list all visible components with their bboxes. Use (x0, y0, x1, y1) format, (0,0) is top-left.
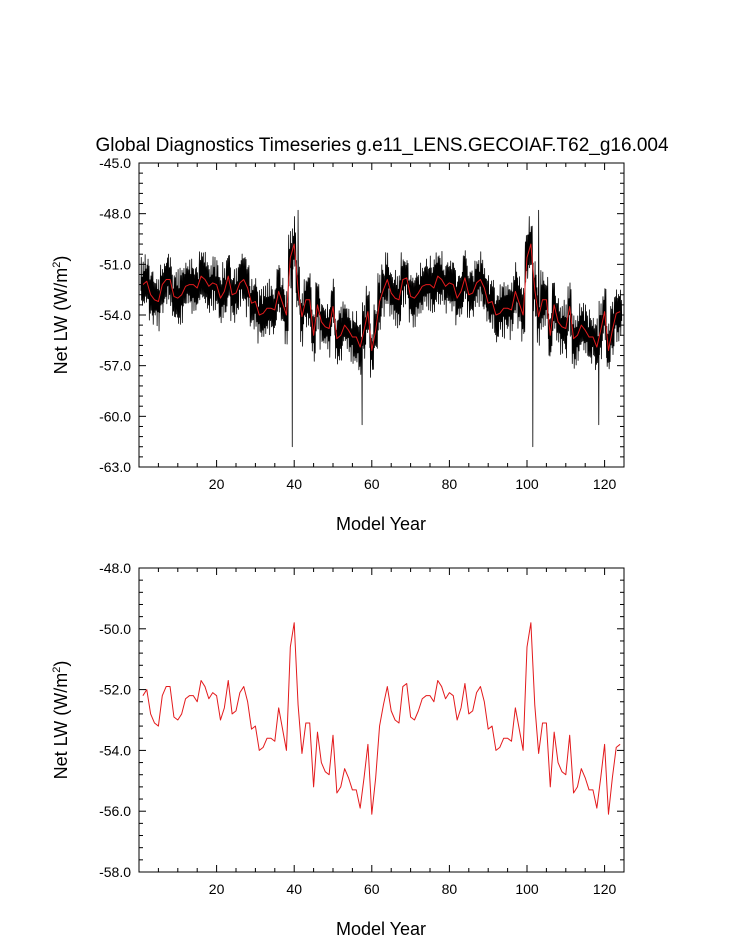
top-y-axis-title: Net LW (W/m2) (51, 256, 71, 375)
top-panel: 20 40 60 80 100 120 -45.0 -48.0 -51.0 -54.0 -57.0 -… (51, 155, 625, 534)
bottom-ticks-group: 20 40 60 80 100 120 -48.0 -50.0 -52.0 -54.0 -56.0 -… (99, 560, 624, 897)
top-y-tick-label: -63.0 (99, 459, 131, 475)
top-y-tick-label: -51.0 (99, 256, 131, 272)
top-y-axis-title-main: Net LW (W/m (51, 268, 71, 375)
bottom-x-tick-label: 60 (364, 881, 380, 897)
bottom-y-tick-label: -48.0 (99, 560, 131, 576)
top-x-tick-label: 20 (209, 476, 225, 492)
top-y-tick-label: -57.0 (99, 358, 131, 374)
top-y-tick-label: -54.0 (99, 307, 131, 323)
bottom-y-axis-title-main: Net LW (W/m (51, 673, 71, 780)
bottom-plot-frame (138, 567, 625, 873)
top-x-tick-label: 40 (286, 476, 302, 492)
top-x-tick-label: 80 (442, 476, 458, 492)
chart-title: Global Diagnostics Timeseries g.e11_LENS… (95, 135, 669, 156)
top-y-tick-label: -48.0 (99, 206, 131, 222)
top-y-tick-label: -45.0 (99, 155, 131, 171)
bottom-y-tick-label: -58.0 (99, 864, 131, 880)
bottom-y-axis-title-sup: 2 (51, 667, 63, 673)
top-y-axis-title-close: ) (51, 256, 71, 262)
bottom-x-axis-title: Model Year (336, 919, 426, 939)
bottom-y-axis-title-close: ) (51, 661, 71, 667)
top-x-tick-label: 120 (593, 476, 617, 492)
top-y-axis-title-sup: 2 (51, 262, 63, 268)
top-series-group (140, 209, 623, 448)
bottom-y-tick-label: -50.0 (99, 621, 131, 637)
top-x-tick-label: 60 (364, 476, 380, 492)
bottom-y-tick-label: -54.0 (99, 742, 131, 758)
bottom-x-tick-label: 80 (442, 881, 458, 897)
bottom-series-annual-mean (142, 622, 621, 815)
bottom-panel: 20 40 60 80 100 120 -48.0 -50.0 -52.0 -54.0 -56.0 -… (51, 560, 625, 939)
top-series-monthly (140, 209, 623, 448)
top-series-annual-mean (142, 243, 621, 351)
top-x-tick-label: 100 (515, 476, 539, 492)
bottom-y-tick-label: -52.0 (99, 682, 131, 698)
bottom-y-axis-title: Net LW (W/m2) (51, 661, 71, 780)
bottom-series-group (142, 622, 621, 815)
top-ticks-group: 20 40 60 80 100 120 -45.0 -48.0 -51.0 -54.0 -57.0 -… (99, 155, 624, 492)
top-x-axis-title: Model Year (336, 514, 426, 534)
bottom-y-tick-label: -56.0 (99, 803, 131, 819)
bottom-x-tick-label: 40 (286, 881, 302, 897)
top-y-tick-label: -60.0 (99, 408, 131, 424)
bottom-x-tick-label: 20 (209, 881, 225, 897)
bottom-x-tick-label: 100 (515, 881, 539, 897)
bottom-x-tick-label: 120 (593, 881, 617, 897)
